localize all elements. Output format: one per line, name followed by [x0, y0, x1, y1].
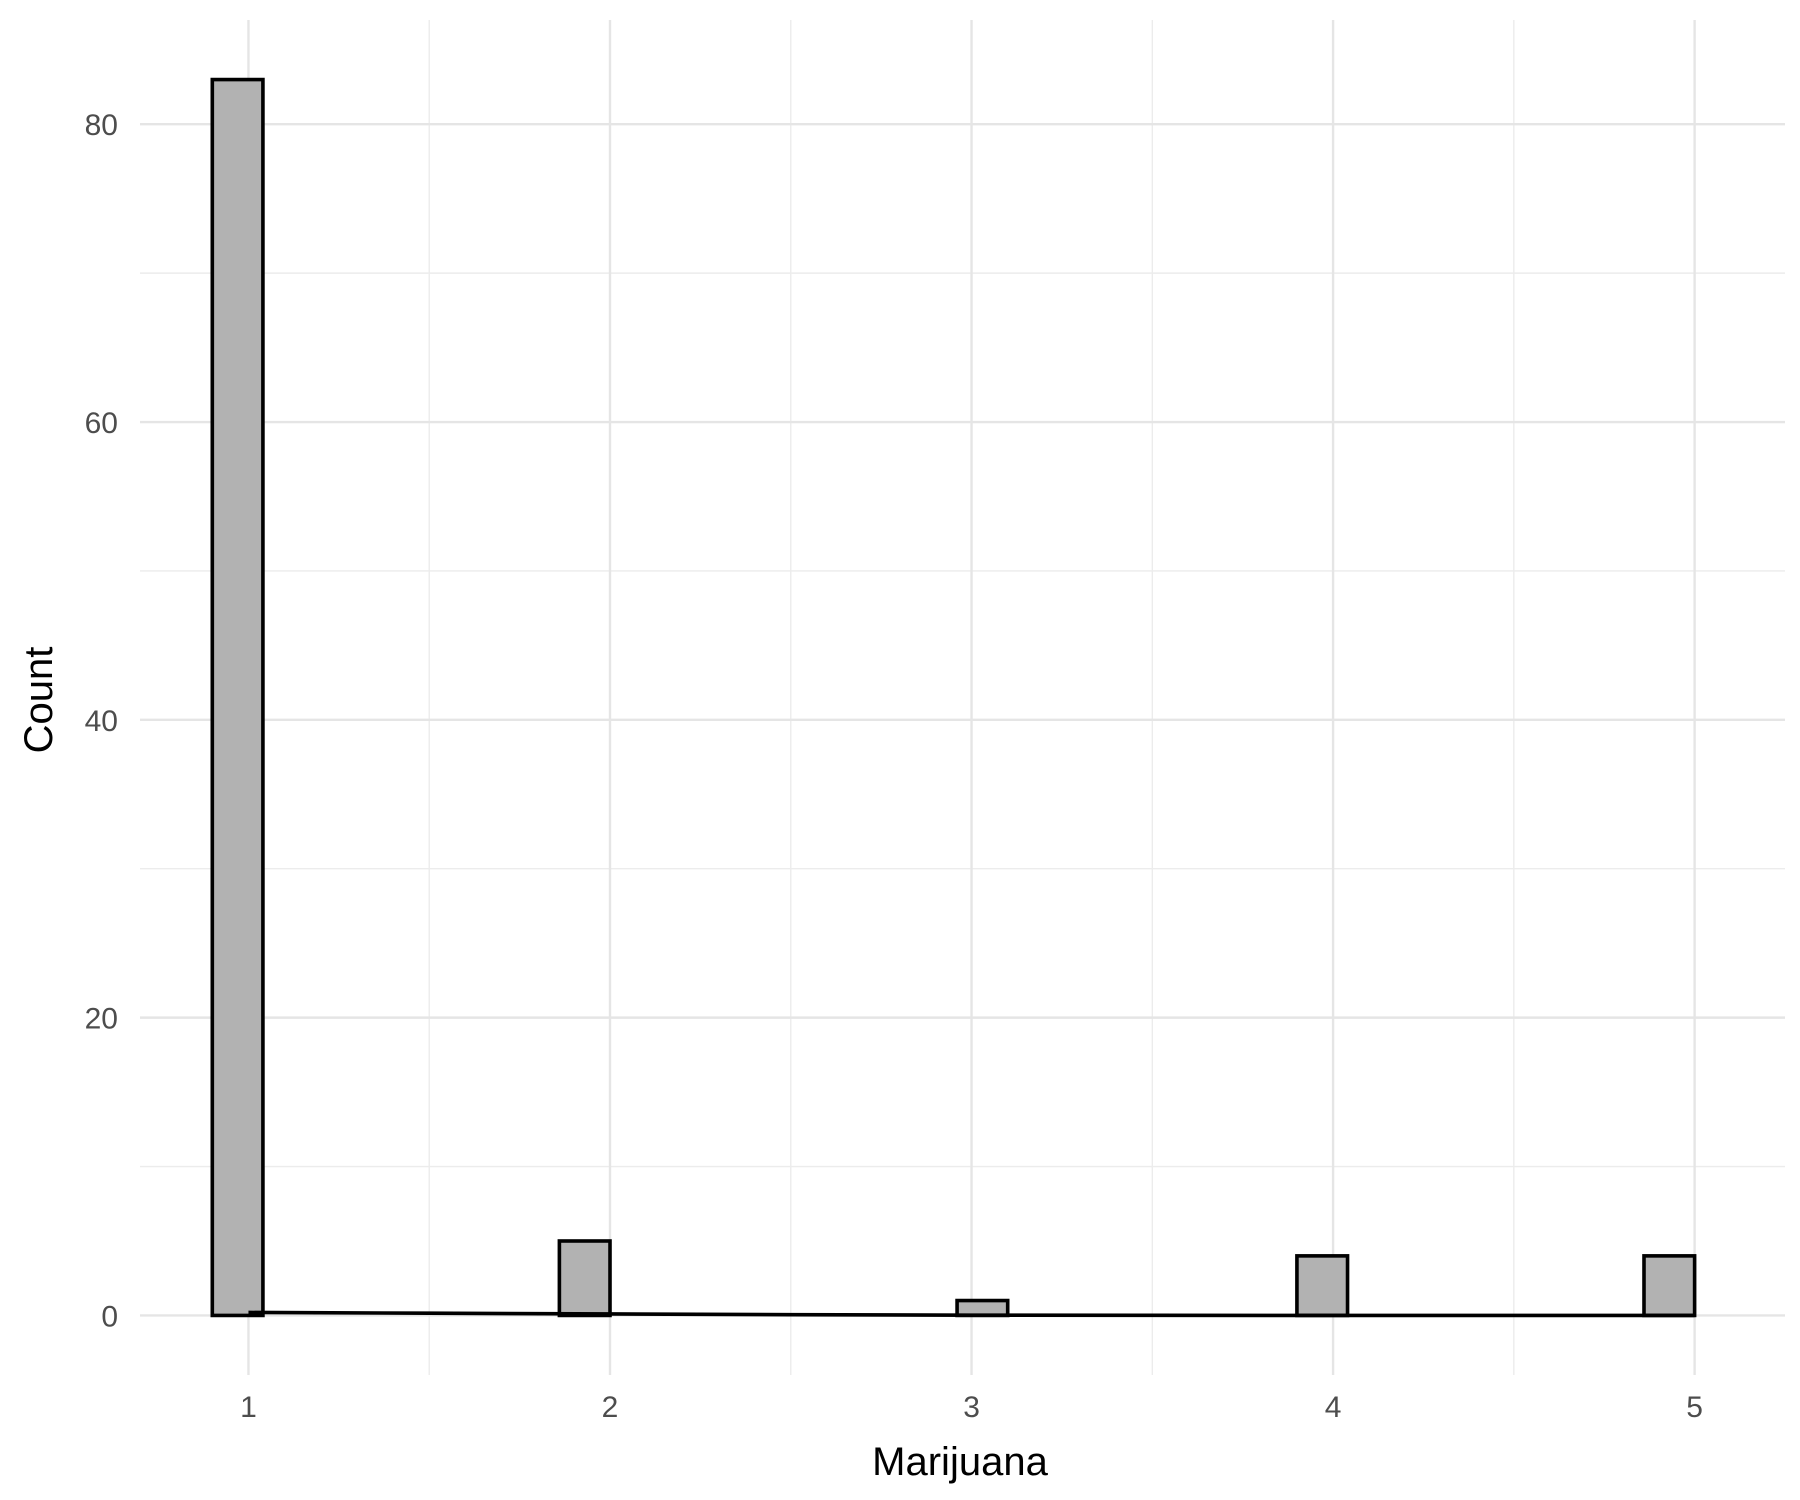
y-tick-label: 40: [85, 705, 118, 738]
y-axis-title: Count: [17, 647, 61, 754]
histogram-bar: [1642, 1254, 1697, 1318]
x-tick-label: 3: [963, 1391, 980, 1424]
x-tick-label: 5: [1686, 1391, 1703, 1424]
histogram-bar: [557, 1239, 612, 1318]
x-axis-title: Marijuana: [872, 1440, 1048, 1484]
y-tick-label: 20: [85, 1003, 118, 1036]
y-axis-ticks: 0 20 40 60 80: [85, 109, 118, 1333]
density-line-group: [248, 1310, 1695, 1318]
histogram-bar: [1295, 1254, 1350, 1318]
x-tick-label: 1: [240, 1391, 257, 1424]
y-tick-label: 60: [85, 407, 118, 440]
histogram-bar: [955, 1298, 1010, 1318]
x-axis-ticks: 1 2 3 4 5: [240, 1391, 1703, 1424]
x-tick-label: 2: [602, 1391, 619, 1424]
x-tick-label: 4: [1325, 1391, 1342, 1424]
grid: [140, 20, 1785, 1375]
bars: [210, 77, 1697, 1318]
density-line: [248, 1310, 1695, 1318]
histogram-bar: [210, 77, 265, 1318]
y-tick-label: 0: [101, 1300, 118, 1333]
y-tick-label: 80: [85, 109, 118, 142]
